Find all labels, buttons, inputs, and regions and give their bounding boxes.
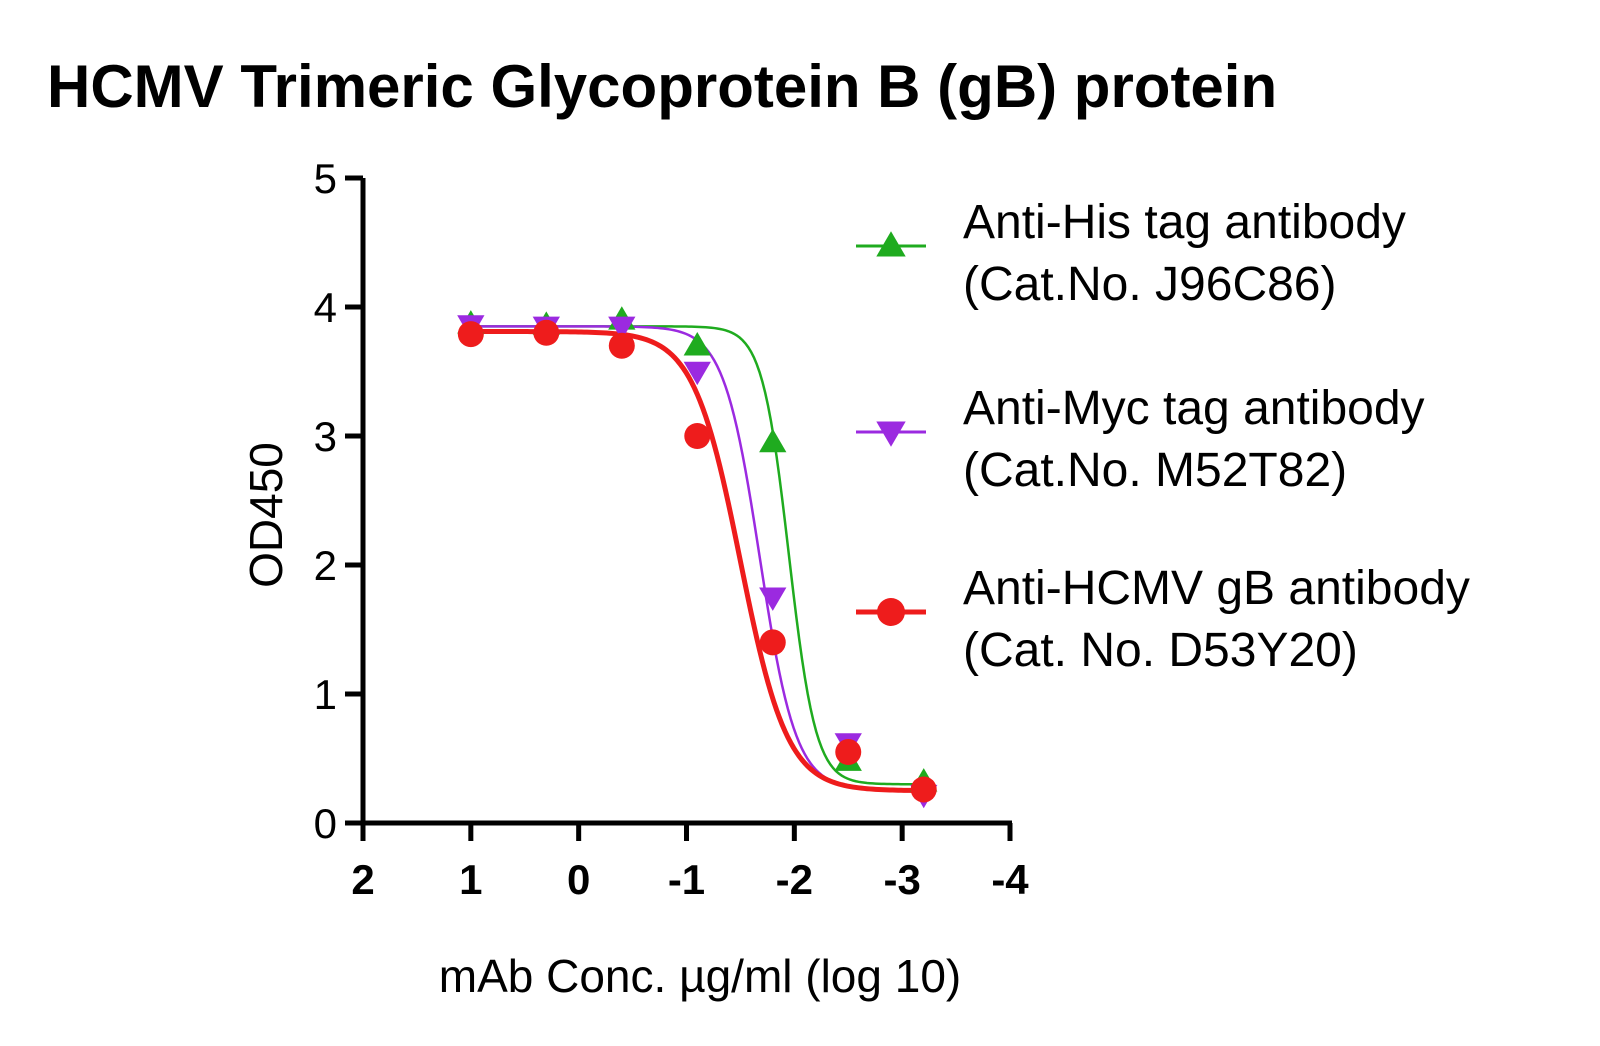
legend-entry-1: Anti-His tag antibody (Cat.No. J96C86) [856, 196, 1406, 311]
y-tick-label: 2 [314, 542, 337, 589]
legend: Anti-His tag antibody(Cat.No. J96C86)Ant… [856, 196, 1470, 677]
legend-label: Anti-HCMV gB antibody [963, 562, 1470, 615]
series-curve [470, 329, 924, 794]
legend-marker [876, 231, 906, 257]
data-point [683, 332, 711, 356]
y-tick-label: 0 [314, 800, 337, 847]
y-tick-label: 5 [314, 155, 337, 202]
legend-label: Anti-His tag antibody [963, 196, 1406, 249]
x-tick-label: -2 [776, 856, 813, 903]
data-point [910, 776, 937, 803]
y-tick-label: 3 [314, 413, 337, 460]
legend-entry-2: Anti-Myc tag antibody (Cat.No. M52T82) [856, 382, 1425, 497]
data-point [683, 361, 711, 386]
data-point [759, 428, 787, 453]
x-axis-label: mAb Conc. µg/ml (log 10) [439, 950, 961, 1002]
plot-area [457, 306, 938, 809]
x-tick-label: 2 [351, 856, 374, 903]
series-3 [470, 329, 924, 794]
x-tick-label: -3 [883, 856, 920, 903]
legend-sublabel: (Cat. No. D53Y20) [963, 624, 1358, 677]
legend-label: Anti-Myc tag antibody [963, 382, 1425, 435]
x-tick-label: 1 [459, 856, 482, 903]
data-point [608, 332, 635, 359]
y-tick-label: 1 [314, 671, 337, 718]
legend-marker [877, 598, 905, 626]
x-tick-label: 0 [567, 856, 590, 903]
chart-title: HCMV Trimeric Glycoprotein B (gB) protei… [47, 53, 1277, 120]
legend-sublabel: (Cat.No. J96C86) [963, 258, 1336, 311]
data-point [684, 423, 711, 449]
legend-entry-3: Anti-HCMV gB antibody (Cat. No. D53Y20) [856, 562, 1470, 677]
x-tick-label: -4 [991, 856, 1029, 903]
y-axis-label: OD450 [240, 442, 292, 588]
data-point [759, 629, 786, 656]
legend-marker [876, 421, 906, 447]
series-3-points [457, 319, 937, 803]
data-point [608, 316, 636, 340]
axes: 0 1 2 3 4 5 2 1 0 -1 -2 -3 -4 [314, 155, 1030, 903]
data-point [533, 319, 560, 346]
data-point [759, 587, 787, 611]
x-tick-label: -1 [668, 856, 705, 903]
y-tick-label: 4 [314, 284, 337, 331]
data-point [457, 321, 484, 348]
data-point [835, 739, 862, 766]
legend-sublabel: (Cat.No. M52T82) [963, 444, 1347, 497]
